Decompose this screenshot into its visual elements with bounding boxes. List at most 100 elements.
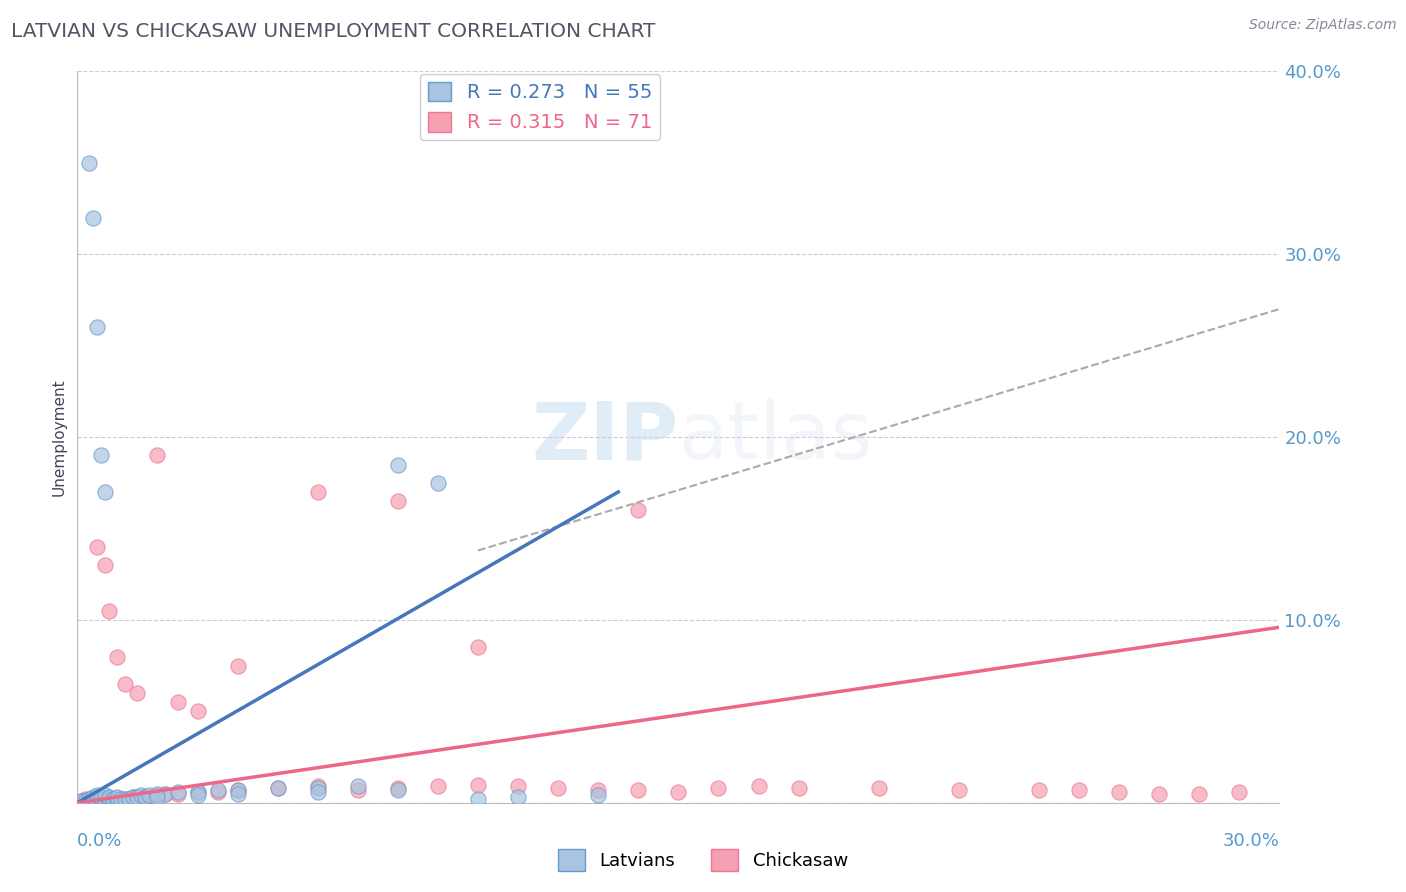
Point: [187, 705, 209, 719]
Point: [103, 792, 125, 806]
Point: [134, 790, 156, 805]
Point: [82, 790, 104, 805]
Point: [668, 785, 690, 799]
Point: [166, 695, 188, 709]
Point: [267, 781, 290, 796]
Point: [307, 780, 329, 794]
Point: [588, 789, 610, 803]
Point: [1188, 787, 1211, 801]
Point: [118, 792, 141, 806]
Point: [166, 785, 188, 799]
Point: [127, 790, 149, 805]
Point: [787, 781, 810, 796]
Point: [627, 783, 650, 797]
Point: [107, 792, 129, 806]
Point: [94, 558, 117, 573]
Point: [98, 794, 121, 808]
Legend: Latvians, Chickasaw: Latvians, Chickasaw: [551, 842, 855, 879]
Point: [114, 677, 136, 691]
Point: [86, 540, 108, 554]
Point: [90, 790, 112, 805]
Point: [98, 792, 121, 806]
Point: [118, 792, 141, 806]
Point: [138, 790, 160, 805]
Point: [1069, 783, 1091, 797]
Point: [98, 604, 121, 618]
Point: [166, 787, 188, 801]
Legend: R = 0.273   N = 55, R = 0.315   N = 71: R = 0.273 N = 55, R = 0.315 N = 71: [420, 74, 659, 140]
Point: [307, 781, 329, 796]
Point: [90, 790, 112, 805]
Point: [387, 781, 409, 796]
Point: [1229, 785, 1251, 799]
Point: [207, 783, 229, 797]
Point: [122, 790, 145, 805]
Point: [627, 503, 650, 517]
Point: [226, 658, 249, 673]
Point: [138, 789, 160, 803]
Point: [387, 458, 409, 472]
Point: [146, 449, 169, 463]
Point: [707, 781, 730, 796]
Point: [75, 794, 97, 808]
Point: [86, 320, 108, 334]
Point: [98, 794, 121, 808]
Point: [79, 792, 101, 806]
Point: [146, 790, 169, 805]
Point: [207, 785, 229, 799]
Point: [547, 781, 569, 796]
Point: [427, 780, 450, 794]
Point: [110, 792, 132, 806]
Point: [90, 792, 112, 806]
Point: [86, 789, 108, 803]
Point: [508, 780, 530, 794]
Point: [86, 792, 108, 806]
Point: [82, 794, 104, 808]
Point: [107, 649, 129, 664]
Point: [90, 794, 112, 808]
Point: [387, 494, 409, 508]
Point: [1149, 787, 1171, 801]
Point: [98, 790, 121, 805]
Point: [748, 780, 770, 794]
Point: [82, 211, 104, 225]
Point: [70, 794, 93, 808]
Point: [94, 794, 117, 808]
Point: [103, 792, 125, 806]
Text: 0.0%: 0.0%: [77, 832, 122, 850]
Point: [94, 792, 117, 806]
Text: atlas: atlas: [679, 398, 873, 476]
Text: ZIP: ZIP: [531, 398, 679, 476]
Point: [427, 475, 450, 490]
Point: [110, 792, 132, 806]
Point: [387, 783, 409, 797]
Point: [226, 783, 249, 797]
Point: [588, 783, 610, 797]
Point: [347, 783, 370, 797]
Point: [107, 794, 129, 808]
Point: [307, 785, 329, 799]
Point: [508, 790, 530, 805]
Point: [107, 794, 129, 808]
Point: [75, 794, 97, 808]
Point: [90, 792, 112, 806]
Point: [1108, 785, 1130, 799]
Point: [75, 792, 97, 806]
Point: [90, 449, 112, 463]
Point: [155, 787, 177, 801]
Point: [226, 787, 249, 801]
Point: [94, 794, 117, 808]
Point: [79, 794, 101, 808]
Point: [94, 789, 117, 803]
Point: [103, 794, 125, 808]
Point: [146, 787, 169, 801]
Point: [187, 785, 209, 799]
Point: [114, 792, 136, 806]
Point: [82, 794, 104, 808]
Point: [107, 790, 129, 805]
Point: [467, 777, 489, 792]
Point: [127, 686, 149, 700]
Point: [187, 789, 209, 803]
Point: [226, 783, 249, 797]
Point: [94, 485, 117, 500]
